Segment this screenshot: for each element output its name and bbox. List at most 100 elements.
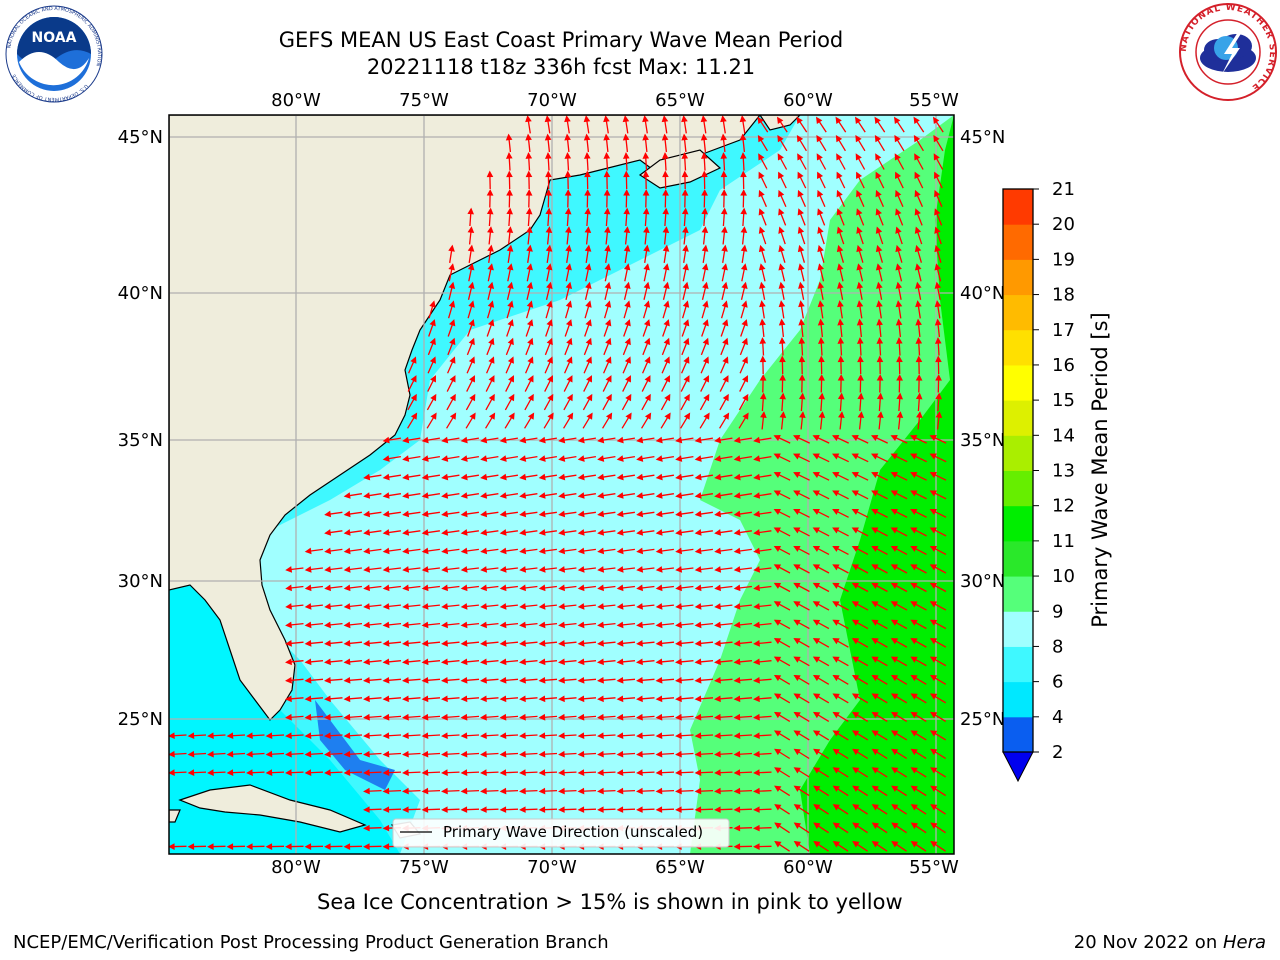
wave-arrow-head (363, 787, 370, 795)
wave-arrow-head (469, 393, 476, 402)
wave-arrow-head (460, 695, 468, 703)
wave-arrow-head (304, 584, 312, 592)
wave-arrow-head (402, 584, 409, 592)
wave-arrow-head (664, 412, 671, 420)
wave-arrow-head (655, 473, 663, 481)
wave-arrow-head (526, 281, 534, 289)
wave-arrow-head (661, 133, 669, 141)
wave-arrow-head (890, 674, 899, 682)
wave-arrow-head (655, 713, 663, 721)
wave-arrow-head (616, 492, 624, 499)
colorbar-cell (1003, 470, 1033, 507)
wave-arrow-head (421, 547, 429, 555)
wave-arrow-head (792, 453, 801, 460)
wave-arrow-head (499, 603, 507, 610)
wave-arrow-head (402, 806, 409, 813)
wave-arrow-head (480, 473, 488, 481)
wave-arrow-head (616, 455, 624, 462)
wave-arrow-head (914, 189, 921, 198)
wave-arrow-head (363, 510, 371, 518)
colorbar-cell (1003, 540, 1033, 577)
wave-arrow-head (421, 732, 429, 740)
wave-arrow-head (616, 566, 624, 573)
wave-arrow-head (643, 319, 651, 327)
colorbar-label: Primary Wave Mean Period [s] (1088, 312, 1112, 628)
wave-arrow-head (856, 281, 864, 289)
lat-right-label: 30°N (960, 571, 1005, 592)
wave-arrow-head (616, 436, 624, 444)
wave-arrow-head (773, 527, 781, 534)
wave-arrow-head (793, 527, 801, 534)
wave-arrow-head (929, 711, 938, 719)
wave-arrow-head (499, 492, 507, 499)
wave-arrow-head (265, 750, 273, 758)
wave-arrow-head (343, 695, 351, 703)
wave-arrow-head (832, 804, 840, 811)
wave-arrow-head (448, 244, 455, 252)
wave-arrow-head (836, 226, 844, 234)
wave-arrow-head (910, 822, 919, 829)
wave-arrow-head (565, 226, 572, 233)
wave-arrow-head (441, 658, 448, 666)
wave-arrow-head (538, 787, 546, 795)
wave-arrow-head (722, 393, 729, 402)
wave-arrow-head (851, 601, 860, 608)
wave-arrow-head (545, 263, 553, 271)
wave-arrow-head (681, 115, 688, 123)
wave-arrow-head (910, 730, 918, 737)
wave-arrow-head (597, 695, 604, 703)
wave-arrow-head (929, 638, 938, 645)
wave-arrow-head (876, 318, 883, 326)
wave-arrow-head (733, 750, 741, 758)
wave-arrow-head (486, 170, 494, 178)
wave-arrow-head (246, 750, 253, 758)
wave-arrow-head (759, 374, 767, 381)
wave-arrow-head (913, 116, 920, 125)
wave-arrow-head (856, 244, 863, 253)
wave-arrow-head (870, 435, 879, 442)
wave-arrow-head (538, 529, 546, 536)
wave-arrow-head (558, 806, 565, 813)
wave-arrow-head (519, 750, 526, 758)
wave-arrow-head (460, 529, 468, 536)
wave-arrow-head (382, 713, 390, 721)
wave-arrow-head (773, 711, 782, 719)
wave-arrow-head (480, 566, 488, 573)
noaa-logo: NOAA NATIONAL OCEANIC AND ATMOSPHERIC AD… (5, 5, 103, 103)
land-areas (169, 115, 801, 839)
wave-arrow-head (343, 639, 351, 647)
wave-arrow-head (694, 677, 702, 684)
wave-arrow-head (832, 693, 840, 700)
wave-arrow-head (545, 189, 552, 196)
wave-arrow-head (793, 841, 802, 848)
wave-arrow-head (623, 226, 631, 233)
wave-arrow-head (681, 133, 688, 141)
wave-arrow-head (343, 603, 351, 610)
wave-arrow-head (817, 318, 825, 326)
wave-arrow-head (546, 300, 553, 308)
wave-arrow-head (910, 619, 918, 626)
wave-arrow-head (753, 603, 760, 610)
wave-arrow-head (694, 584, 702, 592)
wave-arrow-head (616, 603, 624, 610)
wave-arrow-head (429, 300, 436, 308)
wave-arrow-head (577, 639, 585, 647)
wave-arrow-head (655, 695, 663, 703)
wave-arrow-head (169, 732, 175, 740)
wave-arrow-head (915, 281, 922, 289)
wave-arrow-head (624, 356, 631, 364)
colorbar-cell (1003, 259, 1033, 296)
wave-arrow-head (832, 564, 840, 571)
wave-arrow-head (733, 529, 741, 536)
wave-arrow-head (324, 713, 331, 721)
wave-arrow-head (538, 639, 546, 647)
wave-arrow-head (382, 473, 390, 481)
wave-arrow-head (382, 436, 390, 444)
wave-arrow-head (586, 412, 593, 420)
wave-arrow-head (777, 153, 784, 161)
wave-arrow-head (776, 116, 784, 125)
wave-arrow-head (694, 566, 702, 573)
wave-arrow-head (700, 115, 708, 123)
wave-arrow-head (890, 730, 899, 737)
wave-arrow-head (655, 769, 663, 777)
